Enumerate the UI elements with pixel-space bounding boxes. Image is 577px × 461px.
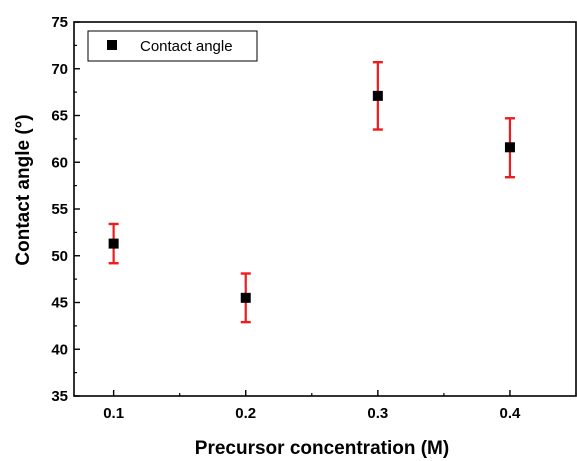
x-tick-label: 0.1	[103, 405, 124, 422]
y-tick-label: 45	[51, 295, 68, 312]
x-tick-label: 0.3	[367, 405, 388, 422]
data-point	[372, 90, 383, 101]
data-point	[504, 142, 515, 153]
y-tick-label: 65	[51, 108, 68, 125]
plot-border	[73, 21, 577, 397]
y-tick-label: 55	[51, 201, 68, 218]
y-axis: 35 40 45 50 55 60 65 70 75	[51, 14, 80, 405]
data-points	[108, 90, 515, 303]
x-tick-label: 0.2	[235, 405, 256, 422]
legend: Contact angle	[87, 30, 258, 62]
legend-marker-square	[107, 40, 117, 50]
y-tick-label: 50	[51, 248, 68, 265]
x-tick-label: 0.4	[500, 405, 522, 422]
y-tick-label: 70	[51, 61, 68, 78]
data-point	[240, 292, 251, 303]
legend-label: Contact angle	[140, 38, 233, 55]
error-bars	[108, 61, 515, 324]
y-tick-label: 60	[51, 154, 68, 171]
y-tick-label: 75	[51, 14, 68, 31]
y-axis-title: Contact angle (°)	[13, 114, 34, 265]
y-tick-label: 35	[51, 388, 68, 405]
x-axis: 0.1 0.2 0.3 0.4	[103, 390, 577, 422]
y-tick-label: 40	[51, 341, 68, 358]
x-axis-title: Precursor concentration (M)	[195, 438, 449, 459]
plot-frame	[73, 21, 577, 397]
data-point	[108, 238, 119, 249]
